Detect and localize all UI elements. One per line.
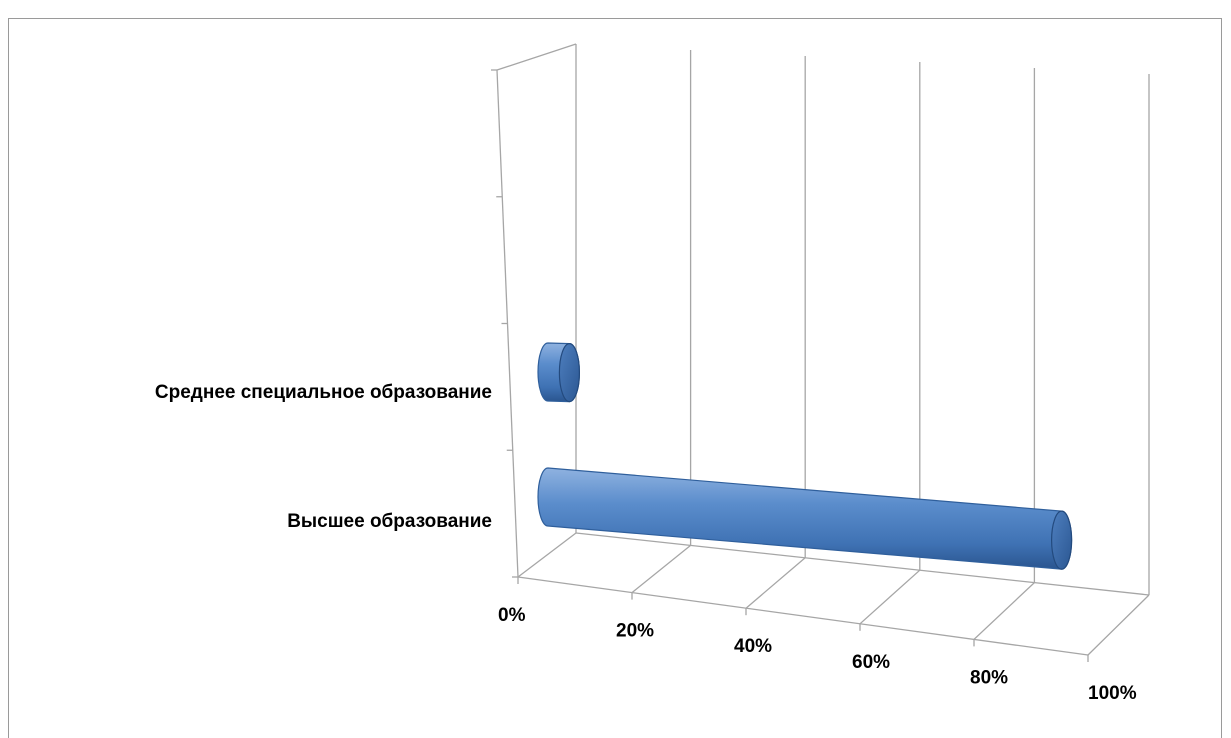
bar-end-cap [1050,510,1073,570]
floor-back-edge [575,532,1150,596]
x-tick-label: 100% [1088,683,1137,704]
chart-plot: 0% 20% 40% 60% 80% 100% Высшее образование Сред… [155,43,1150,704]
category-label: Высшее образование [287,511,492,532]
floor-gridline [973,582,1035,640]
bars-layer [537,342,1073,570]
category-label: Среднее специальное образование [155,382,492,403]
x-tick-label: 0% [498,605,526,626]
floor-gridline [745,557,806,609]
floor-gridline [859,569,921,625]
floor-front-edge [517,576,1089,656]
floor-gridline [517,532,577,578]
bar-1 [537,342,581,403]
labels-layer: 0% 20% 40% 60% 80% 100% Высшее образование Сред… [155,382,1137,704]
side-wall-top-edge [496,43,577,71]
x-tick-label: 40% [734,636,772,657]
grid-layer [491,43,1150,662]
bar-0 [537,467,1073,570]
x-tick-label: 20% [616,621,654,642]
chart-frame [8,18,1222,738]
floor-gridline [1087,594,1150,656]
bar-end-cap [558,342,581,403]
x-tick-label: 60% [852,652,890,673]
x-tick-label: 80% [970,667,1008,688]
floor-gridline [631,544,692,594]
